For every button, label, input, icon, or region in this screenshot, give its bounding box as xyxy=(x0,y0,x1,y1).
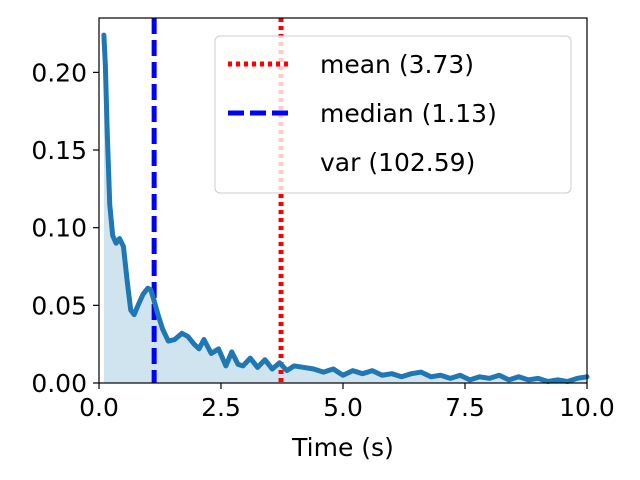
plot-area xyxy=(101,18,590,384)
axis-ticks: 0.0 2.5 5.0 7.5 10.0 0.00 0.05 0.10 0.15 0.20 xyxy=(31,58,615,422)
density-line xyxy=(101,32,590,384)
legend-box xyxy=(214,35,572,194)
y-tick-label: 0.10 xyxy=(31,214,87,243)
y-tick-label: 0.20 xyxy=(31,58,87,87)
legend-var-label: var (102.59) xyxy=(320,148,475,177)
x-tick-label: 10.0 xyxy=(559,393,615,422)
x-tick-label: 0.0 xyxy=(79,393,119,422)
legend-mean-label: mean (3.73) xyxy=(320,50,474,79)
legend-median-label: median (1.13) xyxy=(320,99,497,128)
x-tick-label: 2.5 xyxy=(201,393,241,422)
x-tick-label: 7.5 xyxy=(445,393,485,422)
y-tick-label: 0.00 xyxy=(31,369,87,398)
x-tick-label: 5.0 xyxy=(323,393,363,422)
y-tick-label: 0.05 xyxy=(31,291,87,320)
x-axis-label: Time (s) xyxy=(291,433,394,462)
legend: mean (3.73) median (1.13) var (102.59) xyxy=(214,35,572,194)
y-tick-label: 0.15 xyxy=(31,136,87,165)
